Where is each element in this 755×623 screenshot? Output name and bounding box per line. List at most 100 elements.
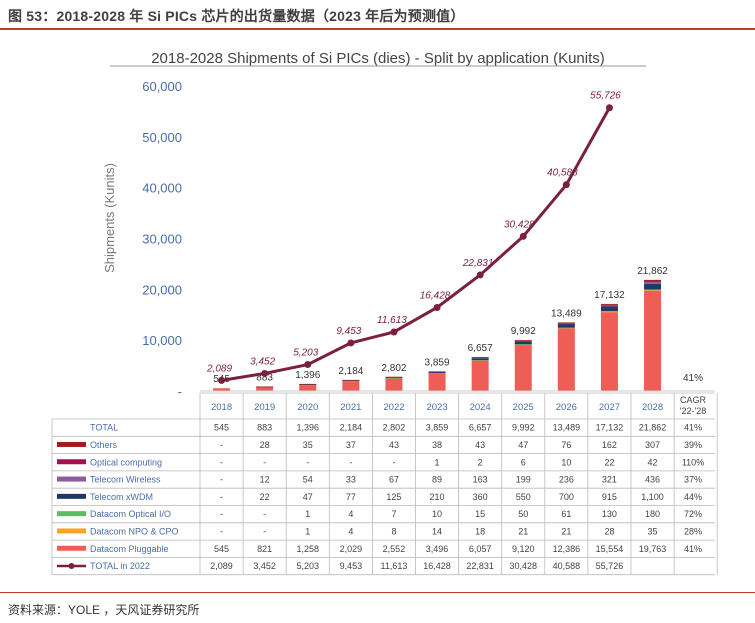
cagr-header-label: CAGR	[680, 395, 707, 405]
x-tick-label: 2026	[556, 402, 577, 413]
table-cell: 130	[602, 509, 617, 519]
table-cell: 1,258	[296, 544, 319, 554]
table-cell: 89	[432, 475, 442, 485]
total-line-point	[605, 104, 613, 112]
cagr-header-label: '22-'28	[680, 406, 706, 416]
table-cell: 18	[475, 526, 485, 536]
y-tick-label: 20,000	[142, 282, 182, 297]
total-line-label: 16,428	[420, 290, 451, 301]
bar-segment	[428, 372, 446, 374]
bar-segment	[600, 306, 618, 312]
table-cell: 883	[257, 423, 272, 433]
bar-segment	[600, 303, 618, 305]
x-tick-label: 2020	[297, 402, 318, 413]
table-cell: 2,089	[210, 561, 233, 571]
table-cell: 35	[648, 526, 658, 536]
bar-segment	[557, 328, 575, 391]
bar-segment	[600, 304, 618, 306]
table-row-label: Datacom NPO & CPO	[90, 526, 179, 536]
x-tick-label: 2019	[254, 402, 275, 413]
table-cell: 43	[475, 440, 485, 450]
legend-swatch	[57, 528, 86, 534]
table-cell: 14	[432, 526, 442, 536]
table-cell: 4	[348, 526, 353, 536]
table-cell: 821	[257, 544, 272, 554]
bar-segment	[644, 279, 662, 282]
legend-swatch	[57, 476, 86, 482]
table-row-label: Others	[90, 440, 118, 450]
x-tick-label: 2025	[513, 402, 534, 413]
bar-segment	[600, 304, 618, 307]
table-cell: 162	[602, 440, 617, 450]
bar-segment	[342, 380, 360, 382]
table-cell: 15,554	[596, 544, 624, 554]
table-cell: 4	[348, 509, 353, 519]
bar-segment	[428, 371, 446, 372]
table-cell: 38	[432, 440, 442, 450]
table-cell: 2,029	[340, 544, 363, 554]
total-line-point	[347, 339, 355, 347]
x-tick-label: 2021	[340, 402, 361, 413]
legend-swatch	[57, 441, 86, 447]
table-cell: 15	[475, 509, 485, 519]
bar-segment	[514, 340, 532, 341]
table-cell: 360	[473, 492, 488, 502]
table-cagr-cell: 44%	[684, 492, 702, 502]
total-line-label: 11,613	[377, 315, 407, 326]
bar-segment	[644, 283, 662, 290]
bar-segment	[256, 386, 274, 388]
bar-segment	[385, 378, 403, 391]
total-line-point	[390, 328, 398, 336]
y-tick-label: 50,000	[142, 130, 182, 145]
x-tick-label: 2018	[211, 402, 232, 413]
y-tick-label: -	[178, 384, 182, 399]
table-cell: 42	[648, 457, 658, 467]
table-cell: 9,992	[512, 423, 535, 433]
table-cell: 2,184	[340, 423, 363, 433]
table-cell: 43	[389, 440, 399, 450]
table-cell: 436	[645, 475, 660, 485]
table-cell: 67	[389, 475, 399, 485]
table-cell: 199	[516, 475, 531, 485]
x-tick-label: 2022	[383, 402, 404, 413]
bar-segment	[299, 384, 317, 391]
bar-segment	[471, 357, 489, 358]
table-cell: -	[220, 440, 223, 450]
table-cell: 22	[604, 457, 614, 467]
total-line-label: 3,452	[250, 356, 275, 367]
table-cell: 1,100	[641, 492, 664, 502]
table-cell: 700	[559, 492, 574, 502]
table-cell: 1	[305, 509, 310, 519]
bar-total-label: 17,132	[594, 290, 625, 301]
table-cell: 50	[518, 509, 528, 519]
table-cell: 21	[518, 526, 528, 536]
table-cell: 35	[303, 440, 313, 450]
bar-segment	[299, 383, 317, 385]
table-cagr-cell: 41%	[684, 423, 702, 433]
table-cell: 37	[346, 440, 356, 450]
table-cell: 21	[561, 526, 571, 536]
bottom-divider	[0, 592, 755, 593]
table-cell: 6,057	[469, 544, 492, 554]
y-tick-label: 30,000	[142, 232, 182, 247]
table-row-label: TOTAL in 2022	[90, 561, 150, 571]
bar-total-label: 2,184	[338, 366, 363, 377]
table-cell: 30,428	[509, 561, 537, 571]
cagr-total-label: 41%	[683, 373, 703, 384]
table-cell: 1	[435, 457, 440, 467]
bar-segment	[644, 281, 662, 283]
bar-segment	[385, 377, 403, 379]
table-cell: 5,203	[296, 561, 319, 571]
table-cell: 77	[346, 492, 356, 502]
table-cell: -	[220, 526, 223, 536]
table-cell: 61	[561, 509, 571, 519]
table-cagr-cell: 39%	[684, 440, 702, 450]
top-divider	[0, 28, 755, 30]
bar-segment	[514, 341, 532, 345]
legend-line-swatch-marker	[68, 563, 75, 570]
table-cell: -	[349, 457, 352, 467]
table-cell: 2,802	[383, 423, 406, 433]
table-cell: 7	[391, 509, 396, 519]
table-cell: 2	[478, 457, 483, 467]
